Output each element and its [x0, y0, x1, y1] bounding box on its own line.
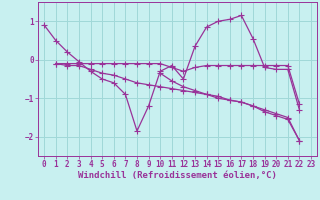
X-axis label: Windchill (Refroidissement éolien,°C): Windchill (Refroidissement éolien,°C): [78, 171, 277, 180]
